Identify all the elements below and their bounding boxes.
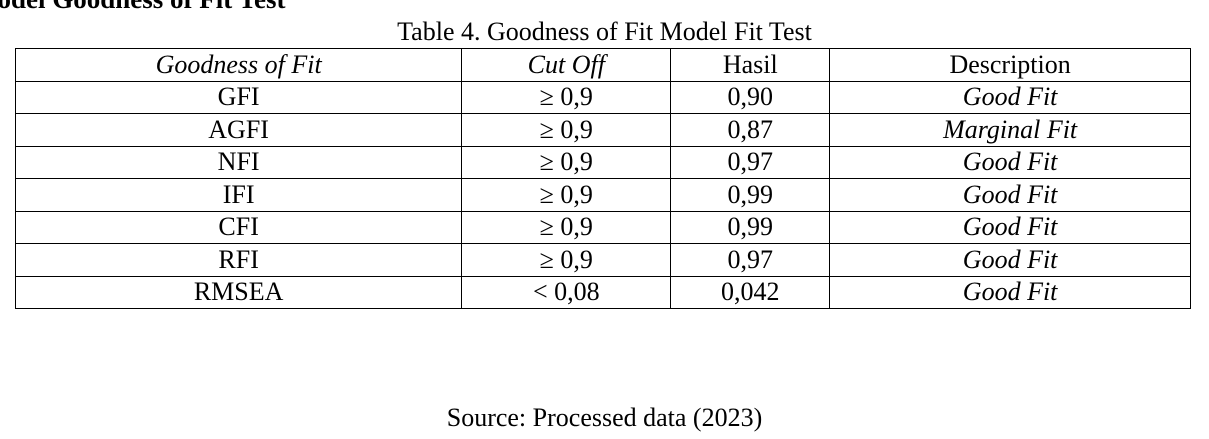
fit-table: Goodness of Fit Cut Off Hasil Description G… xyxy=(14,48,1191,309)
table-row: NFI ≥ 0,9 0,97 Good Fit xyxy=(14,145,1191,179)
table-cell: Good Fit xyxy=(829,210,1191,244)
header-row: Goodness of Fit Cut Off Hasil Description xyxy=(14,48,1191,82)
table-cell: 0,99 xyxy=(670,178,831,212)
table-cell: Good Fit xyxy=(829,80,1191,114)
table-cell: 0,042 xyxy=(670,275,831,309)
table-cell: GFI xyxy=(14,80,463,114)
column-header: Goodness of Fit xyxy=(14,48,463,82)
table-cell: 0,99 xyxy=(670,210,831,244)
table-cell: < 0,08 xyxy=(461,275,672,309)
table-cell: Good Fit xyxy=(829,178,1191,212)
column-header: Description xyxy=(829,48,1191,82)
table-head: Goodness of Fit Cut Off Hasil Description xyxy=(14,48,1191,82)
table-cell: ≥ 0,9 xyxy=(461,80,672,114)
table-row: RMSEA < 0,08 0,042 Good Fit xyxy=(14,275,1191,309)
table-cell: RFI xyxy=(14,243,463,277)
table-cell: 0,97 xyxy=(670,145,831,179)
table-row: RFI ≥ 0,9 0,97 Good Fit xyxy=(14,243,1191,277)
table-cell: ≥ 0,9 xyxy=(461,243,672,277)
table-source: Source: Processed data (2023) xyxy=(446,403,763,432)
table-cell: CFI xyxy=(14,210,463,244)
table-cell: ≥ 0,9 xyxy=(461,113,672,147)
table-row: IFI ≥ 0,9 0,99 Good Fit xyxy=(14,178,1191,212)
table-cell: ≥ 0,9 xyxy=(461,178,672,212)
table-body: GFI ≥ 0,9 0,90 Good Fit AGFI ≥ 0,9 0,87 Margina… xyxy=(14,80,1191,309)
table-cell: RMSEA xyxy=(14,275,463,309)
table-cell: AGFI xyxy=(14,113,463,147)
table-cell: Good Fit xyxy=(829,275,1191,309)
table-cell: Good Fit xyxy=(829,243,1191,277)
section-heading: Model Goodness of Fit Test xyxy=(0,0,286,15)
table-row: GFI ≥ 0,9 0,90 Good Fit xyxy=(14,80,1191,114)
table-cell: Marginal Fit xyxy=(829,113,1191,147)
table-cell: ≥ 0,9 xyxy=(461,145,672,179)
table-row: CFI ≥ 0,9 0,99 Good Fit xyxy=(14,210,1191,244)
table-cell: 0,97 xyxy=(670,243,831,277)
table-cell: 0,90 xyxy=(670,80,831,114)
table-cell: ≥ 0,9 xyxy=(461,210,672,244)
table-caption: Table 4. Goodness of Fit Model Fit Test xyxy=(397,17,812,46)
table-cell: NFI xyxy=(14,145,463,179)
table-cell: Good Fit xyxy=(829,145,1191,179)
table-cell: IFI xyxy=(14,178,463,212)
table-cell: 0,87 xyxy=(670,113,831,147)
table-row: AGFI ≥ 0,9 0,87 Marginal Fit xyxy=(14,113,1191,147)
column-header: Hasil xyxy=(670,48,831,82)
column-header: Cut Off xyxy=(461,48,672,82)
